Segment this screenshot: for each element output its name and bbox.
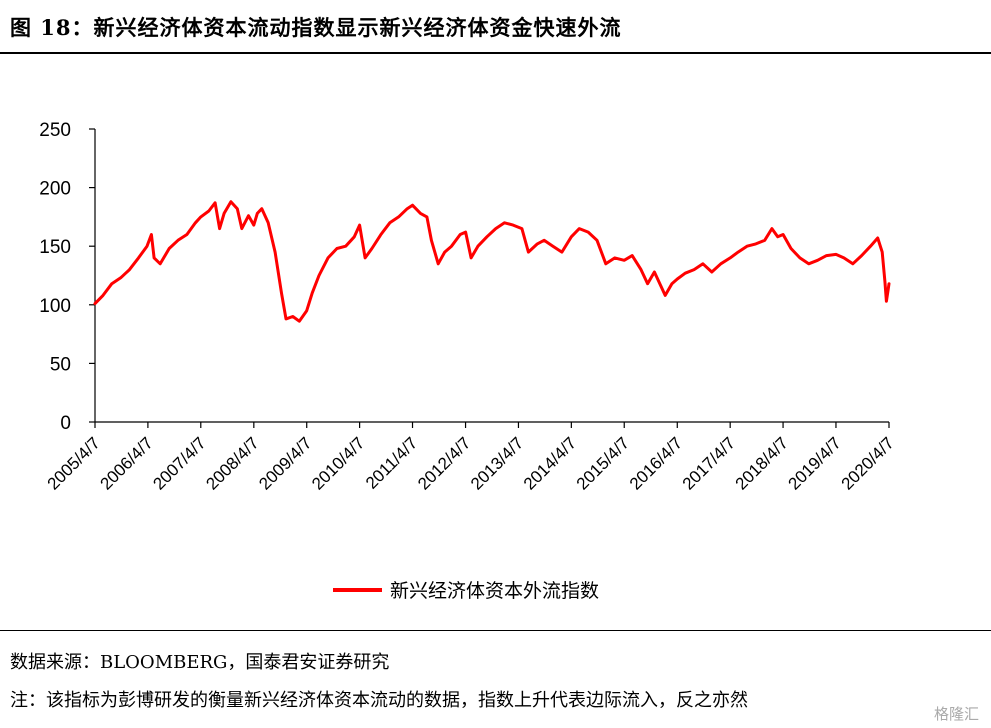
y-tick-label: 250 <box>39 120 71 141</box>
x-tick-label: 2012/4/7 <box>414 433 474 493</box>
title-rule <box>0 52 991 54</box>
figure-title: 图 18：新兴经济体资本流动指数显示新兴经济体资金快速外流 <box>10 15 622 40</box>
series-layer <box>93 200 891 323</box>
x-tick-label: 2010/4/7 <box>308 433 368 493</box>
x-tick-label: 2011/4/7 <box>362 433 421 492</box>
legend-label: 新兴经济体资本外流指数 <box>390 580 599 602</box>
y-tick-label: 100 <box>39 296 71 317</box>
y-axis: 0 50 100 150 200 250 <box>39 120 96 434</box>
footnote: 注：该指标为彭博研发的衡量新兴经济体资本流动的数据，指数上升代表边际流入，反之亦… <box>10 690 748 711</box>
x-tick-label: 2013/4/7 <box>467 433 527 493</box>
x-tick-label: 2005/4/7 <box>44 433 104 493</box>
source-note: 数据来源：BLOOMBERG，国泰君安证券研究 <box>10 652 390 673</box>
legend: 新兴经济体资本外流指数 <box>333 580 599 602</box>
y-tick-label: 200 <box>39 179 71 200</box>
y-tick-label: 50 <box>50 354 71 375</box>
x-tick-label: 2017/4/7 <box>679 433 739 493</box>
x-tick-label: 2019/4/7 <box>785 433 845 493</box>
x-tick-label: 2018/4/7 <box>732 433 792 493</box>
x-tick-label: 2015/4/7 <box>573 433 633 493</box>
series-line <box>93 200 891 323</box>
x-tick-label: 2014/4/7 <box>520 433 580 493</box>
x-tick-label: 2008/4/7 <box>202 433 262 493</box>
y-tick-label: 0 <box>60 413 71 434</box>
x-tick-label: 2006/4/7 <box>96 433 156 493</box>
x-tick-label: 2007/4/7 <box>149 433 209 493</box>
x-tick-label: 2009/4/7 <box>255 433 315 493</box>
x-tick-label: 2016/4/7 <box>626 433 686 493</box>
x-axis: 2005/4/72006/4/72007/4/72008/4/72009/4/7… <box>44 421 898 494</box>
x-tick-label: 2020/4/7 <box>838 433 898 493</box>
y-tick-label: 150 <box>39 237 71 258</box>
footer-rule <box>0 630 991 631</box>
watermark: 格隆汇 <box>933 705 979 723</box>
